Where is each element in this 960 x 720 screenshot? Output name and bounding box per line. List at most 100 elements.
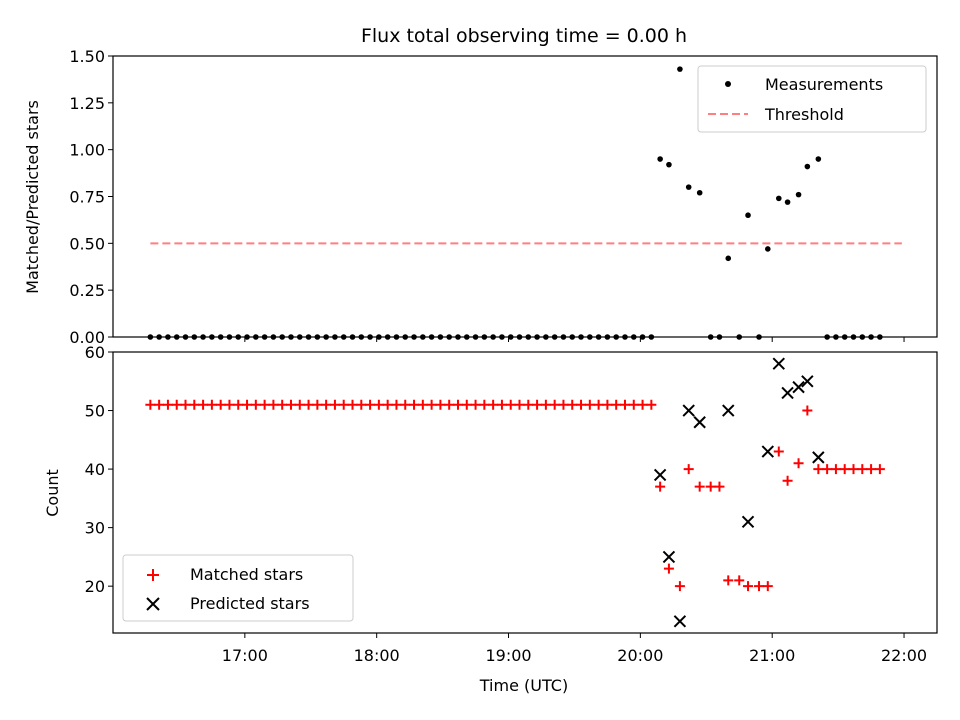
matched-star-point [496, 399, 507, 410]
matched-star-point [488, 399, 499, 410]
predicted-star-point [781, 386, 794, 400]
top-y-tick-label: 1.00 [69, 141, 105, 160]
measurement-point [795, 191, 802, 198]
matched-star-point [250, 399, 261, 410]
matched-star-point [505, 399, 516, 410]
measurement-point [666, 161, 672, 168]
bottom-y-tick-label: 50 [85, 402, 105, 421]
matched-star-point [874, 464, 885, 475]
measurement-point [804, 163, 811, 170]
top-legend-box [697, 65, 927, 133]
matched-star-point [558, 399, 569, 410]
matched-star-point [576, 399, 587, 410]
matched-star-point [782, 475, 793, 486]
matched-star-point [734, 575, 745, 586]
predicted-star-point [741, 515, 755, 528]
predicted-star-point [772, 357, 785, 370]
measurement-point [745, 212, 751, 219]
predicted-star-point [693, 416, 706, 429]
matched-star-point [540, 399, 551, 410]
figure-title: Flux total observing time = 0.00 h [361, 25, 687, 47]
bottom-legend-predicted-label: Predicted stars [190, 594, 310, 613]
measurement-point [677, 66, 683, 72]
matched-star-point [391, 399, 402, 410]
matched-star-point [532, 399, 543, 410]
predicted-legend-marker [146, 597, 160, 611]
predicted-star-point [722, 404, 735, 417]
matched-star-point [162, 399, 173, 410]
bottom-legend-box [122, 554, 354, 622]
matched-star-point [523, 399, 534, 410]
top-y-axis-label: Matched/Predicted stars [23, 100, 42, 294]
bottom-plot-frame [112, 351, 938, 634]
measurement-point [775, 195, 782, 202]
matched-star-point [773, 446, 784, 457]
matched-star-point [705, 481, 716, 492]
measurement-point [815, 156, 822, 162]
matched-star-point [723, 575, 734, 586]
matched-star-point [365, 399, 376, 410]
matched-star-point [839, 464, 850, 475]
top-y-tick-label: 0.25 [69, 281, 105, 300]
matched-star-point [233, 399, 244, 410]
matched-star-point [400, 399, 411, 410]
matched-star-point [663, 563, 674, 574]
matched-star-point [426, 399, 437, 410]
bottom-panel: 20 30 40 50 60 17:00 18:00 19:00 20:00 21:00 22:0… [43, 343, 938, 695]
matched-star-point [417, 399, 428, 410]
top-legend-threshold-label: Threshold [764, 105, 844, 124]
matched-star-point [848, 464, 859, 475]
predicted-star-point [761, 445, 775, 458]
matched-star-point [470, 399, 481, 410]
matched-star-point [206, 399, 217, 410]
top-y-tick-label: 0.00 [69, 328, 105, 347]
matched-star-point [268, 399, 279, 410]
matched-star-point [303, 399, 314, 410]
matched-star-point [198, 399, 209, 410]
matched-star-point [743, 581, 754, 592]
bottom-y-axis-label: Count [43, 469, 62, 517]
top-panel: 0.00 0.25 0.50 0.75 1.00 1.25 1.50 Matched/Pre… [23, 47, 938, 347]
matched-star-point [145, 399, 156, 410]
matched-star-point [857, 464, 868, 475]
matched-star-point [321, 399, 332, 410]
matched-star-point [802, 405, 813, 416]
matched-star-point [646, 399, 657, 410]
matched-star-point [637, 399, 648, 410]
matched-star-point [461, 399, 472, 410]
bottom-legend: Matched stars Predicted stars [122, 554, 354, 622]
matched-star-point [619, 399, 630, 410]
measurement-point [784, 199, 791, 205]
predicted-star-point [812, 451, 825, 464]
matched-star-point [294, 399, 305, 410]
predicted-star-point [662, 550, 676, 564]
bottom-y-tick-label: 20 [85, 577, 105, 596]
predicted-star-point [682, 404, 695, 417]
measurement-point [685, 184, 692, 190]
bottom-y-tick-label: 30 [85, 519, 105, 538]
matched-star-point [338, 399, 349, 410]
matched-star-point [479, 399, 490, 410]
matched-star-point [754, 581, 765, 592]
matched-star-point [584, 399, 595, 410]
matched-star-point [549, 399, 560, 410]
matched-star-point [602, 399, 613, 410]
measurement-point [765, 246, 771, 252]
predicted-star-point [801, 375, 814, 388]
predicted-star-point [673, 615, 687, 628]
matched-star-point [180, 399, 191, 410]
matched-star-point [435, 399, 446, 410]
measurement-point [657, 156, 663, 162]
bottom-x-tick-label: 17:00 [222, 646, 268, 665]
matched-star-point [813, 464, 824, 475]
matched-star-point [373, 399, 384, 410]
top-y-tick-label: 1.25 [69, 94, 105, 113]
matched-star-point [655, 481, 666, 492]
bottom-x-tick-label: 18:00 [354, 646, 400, 665]
matched-star-point [822, 464, 833, 475]
measurement-point [725, 255, 732, 262]
matched-star-point [683, 464, 694, 475]
matched-star-point [866, 464, 877, 475]
matched-star-point [171, 399, 182, 410]
matched-star-point [347, 399, 358, 410]
